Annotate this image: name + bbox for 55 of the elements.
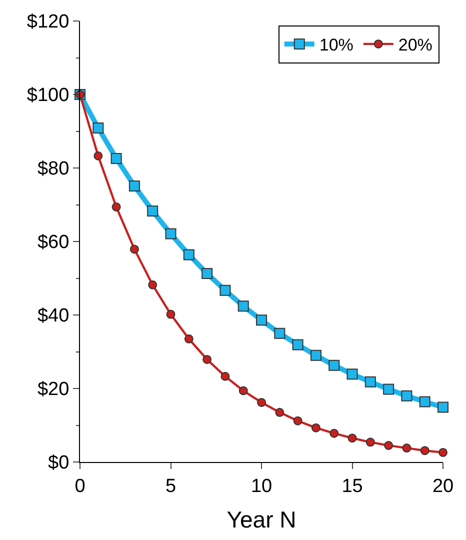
point bbox=[274, 328, 286, 339]
point bbox=[165, 228, 176, 240]
point bbox=[348, 434, 357, 443]
y-tick-label: $100 bbox=[26, 85, 70, 106]
point bbox=[148, 280, 158, 290]
x-tick-label: 5 bbox=[165, 476, 176, 497]
point bbox=[310, 350, 322, 361]
point bbox=[130, 244, 139, 254]
point bbox=[166, 310, 176, 319]
point bbox=[256, 314, 267, 326]
point bbox=[92, 122, 104, 134]
point bbox=[346, 368, 358, 380]
y-tick-label: $60 bbox=[37, 232, 70, 254]
point bbox=[220, 372, 230, 381]
point bbox=[112, 202, 121, 212]
x-tick-label: 0 bbox=[74, 476, 86, 497]
point bbox=[292, 339, 304, 350]
point bbox=[328, 360, 340, 371]
point bbox=[384, 440, 394, 450]
point bbox=[202, 268, 213, 279]
point bbox=[438, 448, 448, 457]
y-tick-label: $80 bbox=[37, 158, 70, 180]
point bbox=[275, 408, 284, 417]
point bbox=[364, 376, 376, 388]
point bbox=[184, 334, 194, 344]
point bbox=[220, 284, 231, 296]
point bbox=[402, 444, 412, 453]
x-axis-title: Year N bbox=[226, 506, 296, 532]
point bbox=[438, 402, 448, 413]
legend-label: 10% bbox=[319, 36, 354, 55]
point bbox=[293, 416, 302, 426]
y-tick-label: $120 bbox=[26, 12, 70, 33]
point bbox=[147, 206, 158, 216]
point bbox=[366, 438, 375, 447]
point bbox=[383, 384, 394, 395]
x-tick-label: 15 bbox=[342, 476, 363, 497]
point bbox=[311, 423, 320, 432]
point bbox=[420, 446, 430, 456]
point bbox=[238, 300, 249, 312]
point bbox=[238, 386, 248, 396]
y-tick-label: $40 bbox=[37, 306, 70, 327]
point bbox=[419, 396, 430, 408]
point bbox=[110, 152, 122, 164]
point bbox=[94, 151, 103, 160]
x-tick-label: 10 bbox=[250, 476, 272, 497]
point bbox=[202, 354, 212, 364]
point bbox=[401, 390, 412, 402]
y-tick-label: $0 bbox=[48, 452, 70, 474]
point bbox=[183, 249, 194, 260]
legend-label: 20% bbox=[398, 36, 432, 55]
point bbox=[128, 180, 140, 192]
point bbox=[330, 428, 339, 438]
y-tick-label: $20 bbox=[37, 379, 70, 400]
x-tick-label: 20 bbox=[432, 476, 454, 497]
point bbox=[257, 398, 266, 407]
